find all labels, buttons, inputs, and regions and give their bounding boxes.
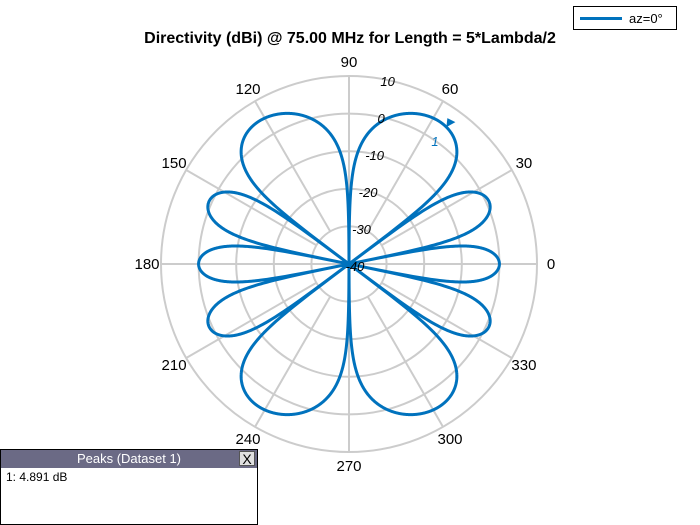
- radial-tick-label: -30: [352, 222, 372, 237]
- peaks-panel-title: Peaks (Dataset 1): [1, 450, 257, 468]
- close-button[interactable]: X: [239, 451, 255, 467]
- radial-tick-label: -40: [346, 259, 366, 274]
- angle-tick-label: 180: [134, 256, 159, 273]
- angle-tick-label: 270: [336, 458, 361, 475]
- angle-tick-label: 0: [547, 256, 555, 273]
- peak-entry[interactable]: 1: 4.891 dB: [6, 470, 68, 484]
- angle-tick-label: 90: [341, 54, 358, 71]
- grid-spoke: [366, 100, 444, 232]
- angle-tick-label: 30: [516, 155, 533, 172]
- angle-tick-label: 120: [235, 81, 260, 98]
- radial-tick-label: -10: [365, 148, 385, 163]
- grid-spoke: [254, 296, 332, 428]
- legend-line-swatch: [580, 17, 622, 20]
- radial-tick-label: -20: [359, 185, 379, 200]
- angle-tick-label: 330: [511, 357, 536, 374]
- radial-tick-label: 0: [377, 111, 385, 126]
- radial-tick-label: 10: [380, 74, 395, 89]
- grid-spoke: [381, 281, 513, 359]
- chart-title: Directivity (dBi) @ 75.00 MHz for Length…: [144, 30, 556, 47]
- pattern-curve: [197, 111, 501, 417]
- peak-label: 1: [431, 134, 438, 149]
- angle-tick-label: 150: [162, 155, 187, 172]
- legend[interactable]: az=0°: [573, 6, 677, 30]
- peak-triangle-icon[interactable]: [446, 118, 456, 128]
- angle-tick-label: 300: [437, 431, 462, 448]
- axis-labels: 0 30 60 90 120 150 180 210 240 270 300 330 -40 -30 -20…: [134, 54, 555, 475]
- angle-tick-label: 210: [162, 357, 187, 374]
- angle-tick-label: 60: [442, 81, 459, 98]
- peaks-panel: Peaks (Dataset 1) X 1: 4.891 dB: [0, 449, 258, 525]
- grid-spoke: [185, 281, 317, 359]
- grid-spoke: [366, 296, 444, 428]
- angle-tick-label: 240: [235, 431, 260, 448]
- peak-marker[interactable]: 1: [431, 118, 456, 149]
- series-az0-line: [197, 111, 501, 417]
- legend-label: az=0°: [629, 11, 663, 26]
- grid-spoke: [185, 169, 317, 247]
- grid-spoke: [254, 100, 332, 232]
- grid-spoke: [381, 169, 513, 247]
